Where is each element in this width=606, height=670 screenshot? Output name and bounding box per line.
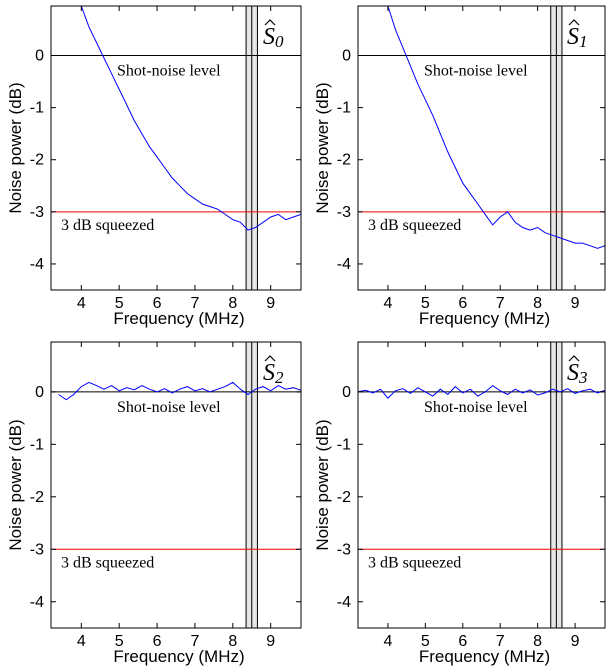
panel-title: S1 <box>567 24 588 51</box>
y-axis-label: Noise power (dB) <box>6 419 25 550</box>
y-axis-label: Noise power (dB) <box>313 419 332 550</box>
squeezed-label: 3 dB squeezed <box>61 554 154 571</box>
y-tick-label: 0 <box>35 48 44 65</box>
x-tick-label: 6 <box>153 295 162 312</box>
x-tick-label: 5 <box>421 633 430 650</box>
y-tick-label: 0 <box>35 384 44 401</box>
panel-1: Shot-noise level 3 dB squeezed 4 5 6 7 8 9 0 -1 -2… <box>313 5 606 328</box>
x-tick-label: 5 <box>115 295 124 312</box>
x-tick-label: 4 <box>77 295 86 312</box>
x-tick-label: 9 <box>571 295 580 312</box>
x-tick-label: 4 <box>383 295 392 312</box>
noise-spectrum-line <box>58 381 301 401</box>
y-tick-label: -1 <box>337 100 351 117</box>
x-tick-label: 5 <box>421 295 430 312</box>
axes-box <box>357 5 606 291</box>
y-tick-label: -2 <box>337 489 351 506</box>
squeezed-label: 3 dB squeezed <box>61 217 154 234</box>
x-axis-label: Frequency (MHz) <box>113 309 244 328</box>
x-tick-label: 7 <box>190 633 199 650</box>
y-tick-label: -4 <box>30 594 44 611</box>
hat-accent <box>264 19 276 26</box>
x-tick-label: 6 <box>153 633 162 650</box>
y-tick-label: -1 <box>337 436 351 453</box>
squeezed-label: 3 dB squeezed <box>368 554 461 571</box>
x-tick-label: 9 <box>571 633 580 650</box>
panel-title-base: S <box>263 24 275 50</box>
x-tick-label: 6 <box>458 633 467 650</box>
y-tick-label: -1 <box>30 436 44 453</box>
axes-box <box>50 341 302 629</box>
noise-spectrum-line <box>358 384 605 399</box>
shot-noise-label: Shot-noise level <box>424 63 528 80</box>
x-axis-label: Frequency (MHz) <box>113 647 244 666</box>
y-tick-label: -3 <box>337 541 351 558</box>
y-tick-label: -2 <box>30 489 44 506</box>
axes-box <box>50 5 302 291</box>
panel-title-base: S <box>567 24 579 50</box>
x-tick-label: 8 <box>228 295 237 312</box>
y-tick-label: 0 <box>342 48 351 65</box>
squeezed-label: 3 dB squeezed <box>368 217 461 234</box>
x-tick-label: 9 <box>266 295 275 312</box>
hat-accent <box>568 355 580 362</box>
x-axis-label: Frequency (MHz) <box>419 309 550 328</box>
panel-title: S3 <box>567 360 588 387</box>
x-tick-label: 8 <box>228 633 237 650</box>
x-tick-label: 8 <box>533 295 542 312</box>
panel-2: Shot-noise level 3 dB squeezed 4 5 6 7 8 9 0 -1 -2… <box>6 341 302 666</box>
x-tick-label: 8 <box>533 633 542 650</box>
x-tick-label: 7 <box>496 633 505 650</box>
shot-noise-label: Shot-noise level <box>117 399 221 416</box>
panel-title-subscript: 3 <box>578 368 588 387</box>
shot-noise-label: Shot-noise level <box>117 63 221 80</box>
hat-accent <box>568 19 580 26</box>
y-tick-label: 0 <box>342 384 351 401</box>
panel-title-base: S <box>263 360 275 386</box>
y-tick-label: -3 <box>30 204 44 221</box>
panel-3: Shot-noise level 3 dB squeezed 4 5 6 7 8 9 0 -1 -2… <box>313 341 606 666</box>
x-tick-label: 9 <box>266 633 275 650</box>
x-tick-label: 4 <box>77 633 86 650</box>
panel-title-subscript: 1 <box>579 32 588 51</box>
y-tick-label: -4 <box>337 594 351 611</box>
y-tick-label: -1 <box>30 100 44 117</box>
panel-title: S2 <box>263 360 284 387</box>
panel-0: Shot-noise level 3 dB squeezed 4 5 6 7 8 9 0 -1 -2… <box>6 5 302 328</box>
y-tick-label: -2 <box>337 152 351 169</box>
shot-noise-label: Shot-noise level <box>424 399 528 416</box>
x-tick-label: 5 <box>115 633 124 650</box>
panel-title: S0 <box>263 24 284 51</box>
y-tick-label: -2 <box>30 152 44 169</box>
noise-spectrum-line <box>387 6 605 249</box>
y-tick-label: -4 <box>30 256 44 273</box>
y-axis-label: Noise power (dB) <box>6 82 25 213</box>
panel-title-subscript: 0 <box>275 32 284 51</box>
x-tick-label: 6 <box>458 295 467 312</box>
hat-accent <box>264 355 276 362</box>
y-tick-label: -3 <box>30 541 44 558</box>
x-axis-label: Frequency (MHz) <box>419 647 550 666</box>
y-tick-label: -4 <box>337 256 351 273</box>
x-tick-label: 7 <box>496 295 505 312</box>
noise-spectrum-line <box>80 6 301 231</box>
y-tick-label: -3 <box>337 204 351 221</box>
y-axis-label: Noise power (dB) <box>313 82 332 213</box>
x-tick-label: 7 <box>190 295 199 312</box>
panel-title-subscript: 2 <box>275 368 284 387</box>
axes-box <box>357 341 606 629</box>
panel-title-base: S <box>567 360 579 386</box>
x-tick-label: 4 <box>383 633 392 650</box>
